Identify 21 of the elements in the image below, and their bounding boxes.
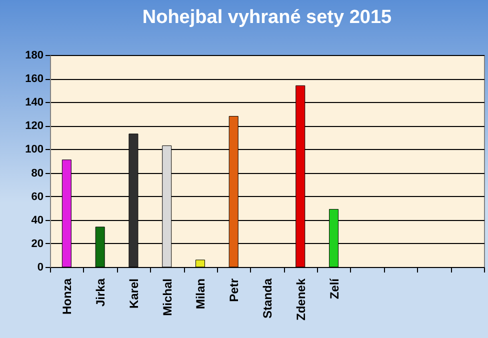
x-tick-label: Milan <box>194 278 208 310</box>
x-tick-label: Honza <box>60 278 74 314</box>
bar <box>195 260 205 268</box>
y-tick-label: 60 <box>31 190 44 203</box>
y-tick-label: 40 <box>31 214 44 226</box>
x-tick-label: Zelí <box>327 278 342 300</box>
x-tick-label: Standa <box>260 278 274 319</box>
x-tick-label: Petr <box>227 278 242 302</box>
y-tick-label: 80 <box>31 167 44 180</box>
x-tick-label: Zdenek <box>294 278 308 321</box>
y-tick-label: 100 <box>25 144 44 156</box>
x-tick-label: Jirka <box>94 278 108 307</box>
y-tick-label: 20 <box>31 238 44 250</box>
y-tick-label: 160 <box>25 73 44 86</box>
chart-title: Nohejbal vyhrané sety 2015 <box>142 7 392 28</box>
x-tick-label: Michal <box>160 278 174 316</box>
y-tick-label: 0 <box>37 262 44 274</box>
y-tick-label: 180 <box>25 50 44 62</box>
y-tick-label: 120 <box>25 120 44 132</box>
x-tick-label: Karel <box>126 278 141 309</box>
y-tick-label: 140 <box>25 96 44 109</box>
